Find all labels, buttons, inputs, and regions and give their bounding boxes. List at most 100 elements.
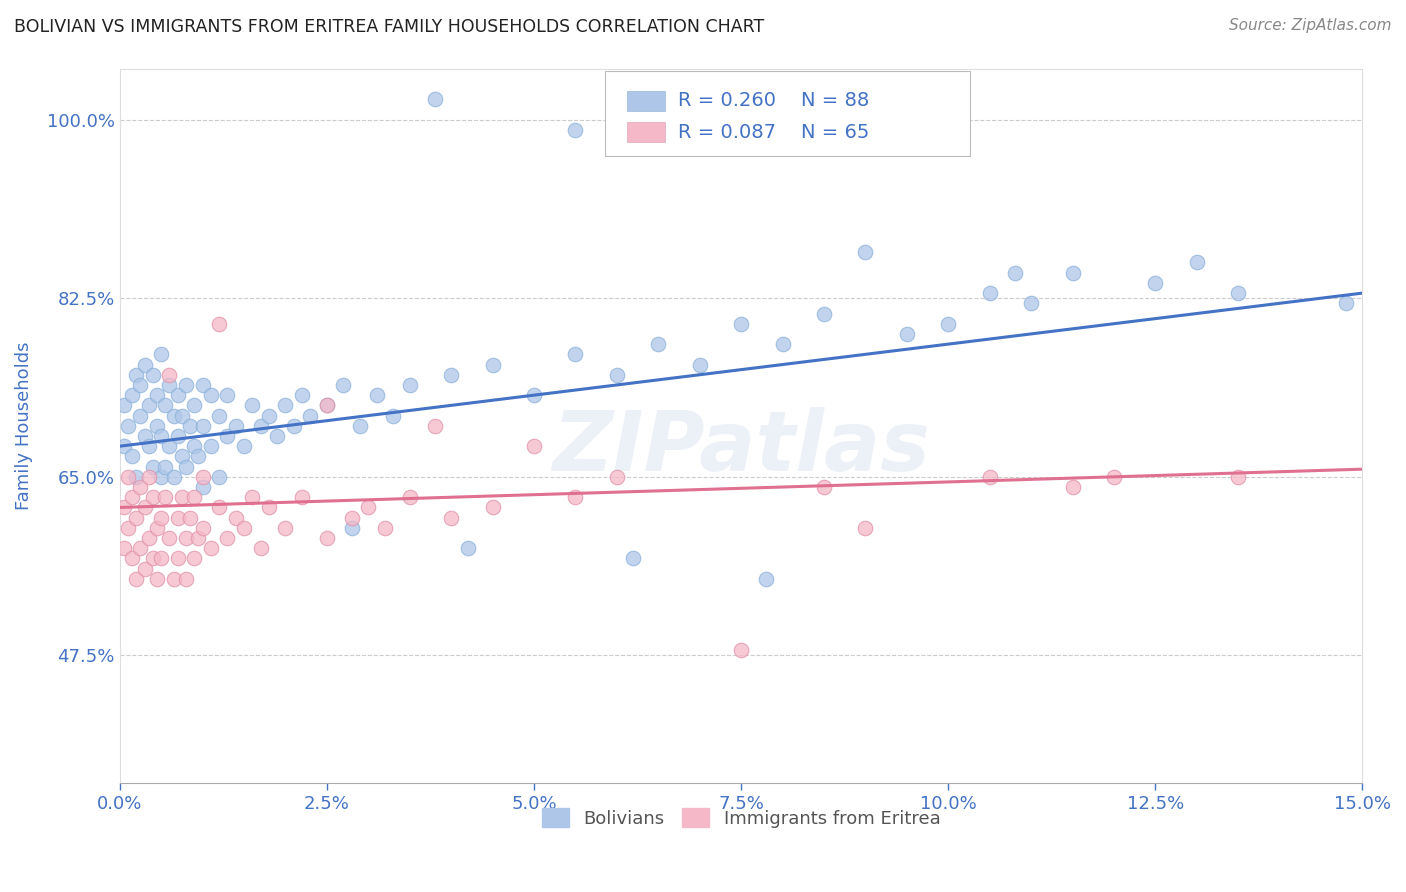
Point — [979, 470, 1001, 484]
Point — [315, 398, 337, 412]
Point — [129, 541, 152, 556]
Point — [274, 398, 297, 412]
Point — [134, 358, 156, 372]
Point — [125, 510, 148, 524]
Point — [183, 439, 205, 453]
Point — [240, 398, 263, 412]
Point — [112, 439, 135, 453]
Point — [183, 398, 205, 412]
Point — [155, 490, 177, 504]
Point — [1144, 276, 1167, 290]
Point — [125, 470, 148, 484]
Point — [1062, 480, 1084, 494]
Point — [457, 541, 479, 556]
Point — [125, 368, 148, 382]
Point — [266, 429, 288, 443]
Point — [170, 409, 193, 423]
Point — [150, 470, 173, 484]
Point — [730, 643, 752, 657]
Point — [855, 245, 877, 260]
Point — [162, 470, 184, 484]
Point — [772, 337, 794, 351]
Point — [146, 388, 169, 402]
Point — [332, 378, 354, 392]
Point — [1334, 296, 1357, 310]
Point — [382, 409, 405, 423]
Point — [979, 286, 1001, 301]
Point — [257, 500, 280, 515]
Point — [217, 388, 239, 402]
Point — [523, 439, 546, 453]
Point — [121, 450, 143, 464]
Point — [249, 541, 271, 556]
Point — [174, 572, 197, 586]
Text: R = 0.260    N = 88: R = 0.260 N = 88 — [678, 91, 869, 111]
Point — [179, 510, 201, 524]
Point — [225, 418, 247, 433]
Point — [129, 378, 152, 392]
Y-axis label: Family Households: Family Households — [15, 342, 32, 510]
Point — [274, 521, 297, 535]
Point — [249, 418, 271, 433]
Point — [257, 409, 280, 423]
Point — [200, 541, 222, 556]
Point — [623, 551, 645, 566]
Point — [134, 500, 156, 515]
Point — [187, 531, 209, 545]
Point — [166, 510, 188, 524]
Point — [174, 459, 197, 474]
Point — [208, 470, 231, 484]
Point — [142, 551, 165, 566]
Point — [117, 470, 139, 484]
Point — [162, 572, 184, 586]
Point — [689, 358, 711, 372]
Point — [191, 470, 214, 484]
Point — [129, 480, 152, 494]
Point — [340, 510, 363, 524]
Point — [440, 510, 463, 524]
Point — [142, 368, 165, 382]
Point — [340, 521, 363, 535]
Point — [183, 490, 205, 504]
Point — [208, 409, 231, 423]
Point — [1062, 266, 1084, 280]
Point — [200, 439, 222, 453]
Point — [291, 490, 314, 504]
Point — [481, 500, 503, 515]
Point — [299, 409, 322, 423]
Point — [523, 388, 546, 402]
Point — [357, 500, 380, 515]
Point — [146, 572, 169, 586]
Point — [315, 531, 337, 545]
Point — [117, 521, 139, 535]
Point — [174, 378, 197, 392]
Point — [1004, 266, 1026, 280]
Point — [138, 398, 160, 412]
Point — [315, 398, 337, 412]
Point — [813, 480, 835, 494]
Point — [155, 398, 177, 412]
Point — [233, 439, 256, 453]
Point — [150, 429, 173, 443]
Point — [217, 531, 239, 545]
Point — [162, 409, 184, 423]
Text: R = 0.087    N = 65: R = 0.087 N = 65 — [678, 122, 869, 142]
Point — [155, 459, 177, 474]
Point — [112, 541, 135, 556]
Point — [730, 317, 752, 331]
Point — [564, 347, 586, 361]
Point — [896, 326, 918, 341]
Point — [138, 531, 160, 545]
Point — [647, 337, 669, 351]
Point — [217, 429, 239, 443]
Text: Source: ZipAtlas.com: Source: ZipAtlas.com — [1229, 18, 1392, 33]
Point — [146, 521, 169, 535]
Point — [423, 92, 446, 106]
Point — [170, 450, 193, 464]
Point — [179, 418, 201, 433]
Point — [283, 418, 305, 433]
Point — [150, 510, 173, 524]
Legend: Bolivians, Immigrants from Eritrea: Bolivians, Immigrants from Eritrea — [534, 801, 948, 835]
Point — [166, 388, 188, 402]
Point — [855, 521, 877, 535]
